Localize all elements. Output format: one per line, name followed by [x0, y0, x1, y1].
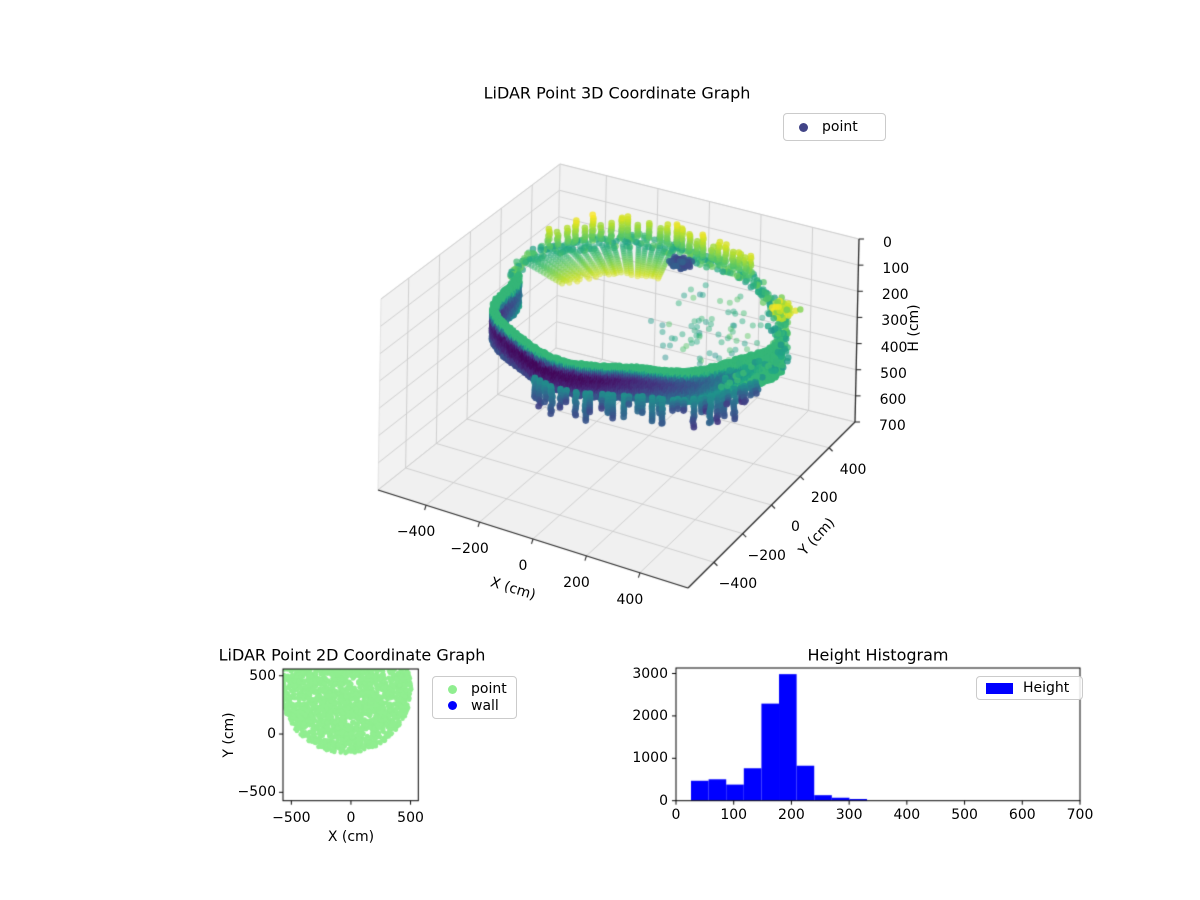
plot3d-title: LiDAR Point 3D Coordinate Graph — [483, 83, 751, 103]
plot2d-title: LiDAR Point 2D Coordinate Graph — [218, 645, 486, 665]
plot3d-x-tick-3: 200 — [563, 574, 590, 591]
plot2d-x-tick-2: 500 — [397, 809, 424, 826]
height-bar-swatch-icon — [986, 682, 1013, 694]
plot2d-y-tick-0: −500 — [237, 784, 276, 801]
plot3d-x-tick-0: −400 — [396, 524, 436, 541]
plot2d-y-tick-2: 500 — [249, 667, 276, 684]
histogram-x-tick-3: 300 — [835, 806, 863, 823]
histogram-legend-label: Height — [1023, 680, 1070, 696]
plot2d-legend-entry-wall: wall — [442, 698, 506, 715]
wall-marker-icon — [448, 701, 457, 711]
point-marker-icon — [799, 122, 808, 132]
plot3d-x-tick-2: 0 — [518, 558, 528, 574]
plot3d-z-tick-3: 300 — [881, 313, 909, 330]
plot3d-z-tick-0: 0 — [883, 235, 892, 251]
histogram-legend-entry-height: Height — [986, 680, 1072, 696]
histogram-x-tick-4: 400 — [893, 806, 921, 823]
plot3d-legend: point — [783, 113, 886, 141]
plot3d-legend-entry-point: point — [793, 118, 875, 136]
histogram-x-tick-6: 600 — [1008, 806, 1036, 823]
histogram-x-tick-5: 500 — [951, 806, 978, 823]
histogram-title: Height Histogram — [807, 645, 949, 665]
plot3d-z-axis-label: H (cm) — [906, 304, 922, 352]
point-marker-icon — [448, 684, 457, 694]
plot2d-legend-entry-point: point — [442, 681, 507, 698]
plot3d-x-tick-4: 400 — [616, 591, 644, 608]
histogram-x-tick-1: 100 — [720, 806, 748, 823]
plot3d-y-tick-1: −200 — [747, 547, 786, 564]
plot2d-legend-label-wall: wall — [471, 697, 499, 714]
histogram-legend: Height — [976, 676, 1083, 700]
histogram-x-tick-7: 700 — [1066, 806, 1094, 823]
plot3d-z-tick-1: 100 — [882, 261, 910, 278]
plot3d-y-tick-2: 0 — [791, 519, 800, 535]
plot2d-x-axis-label: X (cm) — [327, 829, 375, 845]
plot2d-y-tick-1: 0 — [267, 726, 276, 743]
histogram-y-tick-0: 0 — [659, 792, 668, 809]
plot3d-z-tick-6: 600 — [879, 391, 907, 408]
plot2d-legend: point wall — [432, 676, 517, 719]
histogram-x-tick-0: 0 — [671, 806, 681, 823]
plot3d-y-tick-0: −400 — [718, 576, 758, 593]
plot2d-x-tick-0: −500 — [272, 809, 311, 826]
histogram-y-tick-3: 3000 — [632, 665, 668, 682]
plot2d-y-axis-label: Y (cm) — [221, 712, 237, 758]
histogram-x-tick-2: 200 — [778, 806, 805, 823]
plot3d-x-tick-1: −200 — [450, 541, 489, 558]
plot3d-legend-label: point — [822, 119, 858, 135]
histogram-y-tick-2: 2000 — [632, 707, 668, 724]
histogram-y-tick-1: 1000 — [632, 750, 668, 767]
plot3d-z-tick-7: 700 — [879, 418, 906, 434]
plot3d-z-tick-5: 500 — [880, 365, 907, 382]
plot3d-z-tick-2: 200 — [881, 287, 909, 304]
plot2d-x-tick-1: 0 — [346, 809, 356, 826]
plot3d-y-tick-3: 200 — [810, 490, 838, 507]
plot3d-z-tick-4: 400 — [880, 339, 908, 356]
plot3d-y-tick-4: 400 — [839, 461, 867, 478]
plot2d-legend-label-point: point — [471, 681, 507, 698]
